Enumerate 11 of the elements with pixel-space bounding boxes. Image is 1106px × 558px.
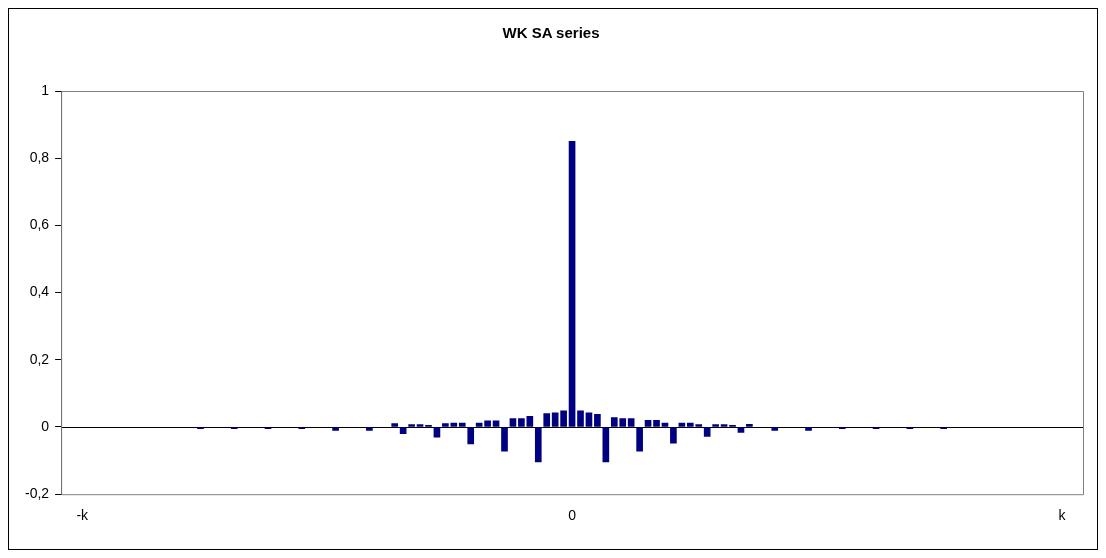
x-tick-label: k: [1058, 507, 1067, 524]
chart-title: WK SA series: [502, 24, 600, 42]
y-tick-label: -0,2: [25, 485, 50, 502]
y-tick-label: 0,2: [29, 350, 50, 367]
y-tick-label: 0,4: [29, 283, 50, 300]
y-tick-label: 0,8: [29, 149, 50, 166]
y-tick-label: 0: [41, 417, 50, 434]
y-tick-label: 1: [41, 81, 50, 98]
x-tick-label: -k: [76, 507, 90, 524]
y-tick-label: 0,6: [29, 216, 50, 233]
x-tick-label: 0: [568, 507, 577, 524]
